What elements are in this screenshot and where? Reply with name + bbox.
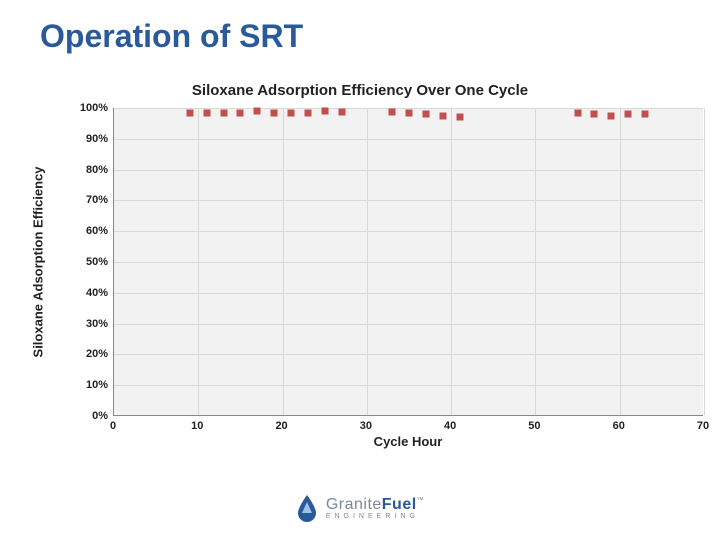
x-tick-label: 50: [519, 420, 549, 432]
x-tick-label: 40: [435, 420, 465, 432]
y-tick-label: 10%: [58, 379, 108, 391]
y-tick-label: 40%: [58, 287, 108, 299]
gridline-v: [451, 108, 452, 415]
gridline-h: [114, 324, 703, 325]
gridline-h: [114, 170, 703, 171]
gridline-h: [114, 385, 703, 386]
logo: GraniteFuel™ ENGINEERING: [0, 494, 720, 522]
data-marker: [608, 112, 615, 119]
data-marker: [237, 109, 244, 116]
data-marker: [288, 109, 295, 116]
gridline-v: [367, 108, 368, 415]
gridline-h: [114, 139, 703, 140]
data-marker: [220, 109, 227, 116]
data-marker: [389, 108, 396, 115]
x-tick-label: 70: [688, 420, 718, 432]
x-tick-label: 0: [98, 420, 128, 432]
gridline-h: [114, 262, 703, 263]
data-marker: [422, 111, 429, 118]
data-marker: [254, 108, 261, 115]
gridline-v: [283, 108, 284, 415]
plot-area: [113, 108, 703, 416]
y-tick-label: 20%: [58, 348, 108, 360]
slide-title: Operation of SRT: [40, 18, 303, 55]
logo-text: GraniteFuel™ ENGINEERING: [326, 497, 424, 520]
x-axis-label: Cycle Hour: [374, 434, 443, 449]
data-marker: [439, 113, 446, 120]
gridline-v: [620, 108, 621, 415]
logo-main-bold: Fuel: [382, 496, 417, 513]
data-marker: [406, 110, 413, 117]
data-marker: [304, 110, 311, 117]
x-tick-label: 60: [604, 420, 634, 432]
gridline-h: [114, 354, 703, 355]
gridline-h: [114, 200, 703, 201]
data-marker: [186, 109, 193, 116]
y-tick-label: 90%: [58, 133, 108, 145]
logo-tm: ™: [417, 497, 425, 504]
data-marker: [271, 109, 278, 116]
x-tick-label: 10: [182, 420, 212, 432]
x-tick-label: 20: [267, 420, 297, 432]
data-marker: [642, 111, 649, 118]
logo-sub: ENGINEERING: [326, 513, 424, 520]
y-tick-label: 100%: [58, 102, 108, 114]
data-marker: [321, 108, 328, 115]
chart-container: Siloxane Adsorption Efficiency Cycle Hou…: [58, 108, 703, 442]
chart-title: Siloxane Adsorption Efficiency Over One …: [0, 82, 720, 99]
y-tick-label: 30%: [58, 318, 108, 330]
y-tick-label: 80%: [58, 164, 108, 176]
gridline-h: [114, 231, 703, 232]
gridline-v: [198, 108, 199, 415]
gridline-v: [704, 108, 705, 415]
gridline-h: [114, 293, 703, 294]
y-tick-label: 70%: [58, 194, 108, 206]
y-axis-label: Siloxane Adsorption Efficiency: [31, 167, 46, 358]
data-marker: [456, 114, 463, 121]
y-tick-label: 50%: [58, 256, 108, 268]
gridline-v: [535, 108, 536, 415]
x-tick-label: 30: [351, 420, 381, 432]
data-marker: [591, 111, 598, 118]
y-tick-label: 60%: [58, 225, 108, 237]
data-marker: [203, 109, 210, 116]
logo-main-light: Granite: [326, 496, 382, 513]
data-marker: [574, 110, 581, 117]
logo-drop-icon: [296, 494, 318, 522]
data-marker: [338, 108, 345, 115]
data-marker: [625, 111, 632, 118]
